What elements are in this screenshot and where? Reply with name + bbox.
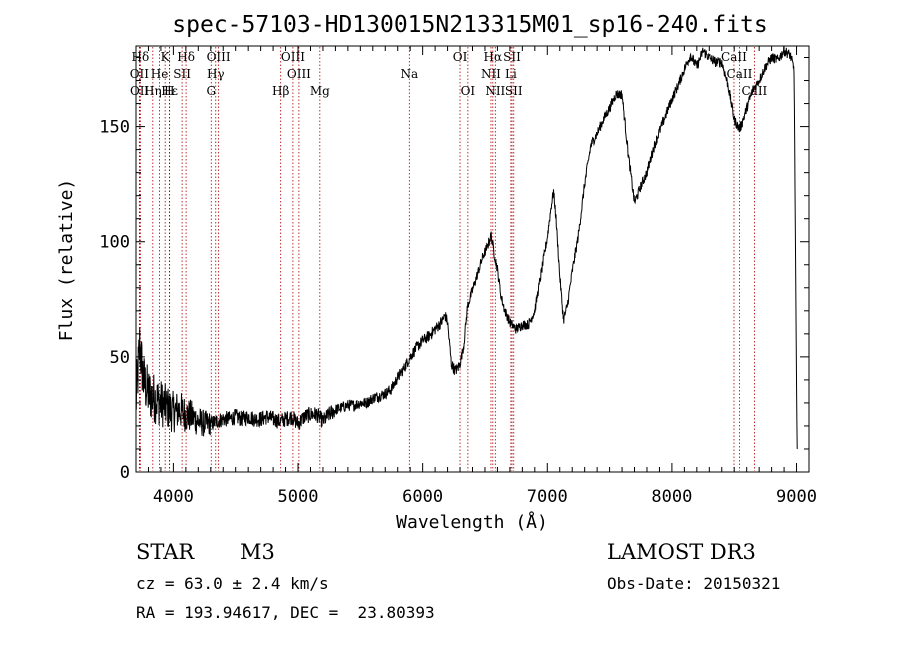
line-label: OIII xyxy=(281,50,305,64)
line-label: Hα xyxy=(484,50,503,64)
line-label: He xyxy=(151,67,169,81)
subclass: M3 xyxy=(240,540,275,564)
x-tick-label: 8000 xyxy=(651,487,692,507)
x-tick-label: 7000 xyxy=(527,487,568,507)
coordinates: RA = 193.94617, DEC = 23.80393 xyxy=(136,603,435,622)
x-tick-label: 4000 xyxy=(153,487,194,507)
line-label: OII xyxy=(130,67,150,81)
y-tick-label: 50 xyxy=(110,348,130,368)
x-axis-ticks: 4000 5000 6000 7000 8000 9000 xyxy=(135,46,817,507)
spectrum-line xyxy=(135,45,798,450)
y-tick-label: 150 xyxy=(99,118,130,138)
y-axis-ticks: 0 50 100 150 xyxy=(99,57,809,483)
line-label: OI xyxy=(461,84,476,98)
y-tick-label: 0 xyxy=(120,463,130,483)
line-label: Na xyxy=(400,67,418,81)
line-label: Hδ xyxy=(177,50,195,64)
line-label: Li xyxy=(505,67,517,81)
line-label: CaII xyxy=(721,50,747,64)
y-axis-label: Flux (relative) xyxy=(56,179,77,342)
line-label: Hβ xyxy=(272,84,289,98)
line-label: NII xyxy=(485,84,505,98)
x-tick-label: 5000 xyxy=(278,487,319,507)
plot-frame xyxy=(135,45,810,473)
line-label: Hδ xyxy=(132,50,150,64)
line-label: Hγ xyxy=(207,67,225,81)
y-tick-label: 100 xyxy=(99,233,130,253)
x-tick-label: 6000 xyxy=(402,487,443,507)
line-label: K xyxy=(161,50,171,64)
line-label: OI xyxy=(453,50,468,64)
line-markers xyxy=(138,47,755,471)
object-class: STAR xyxy=(136,540,195,564)
line-label: CaII xyxy=(741,84,767,98)
line-label: Hη xyxy=(144,84,162,98)
obs-date: Obs-Date: 20150321 xyxy=(607,574,781,593)
line-label: SII xyxy=(505,84,523,98)
line-label: OIII xyxy=(207,50,231,64)
line-label: Hε xyxy=(161,84,178,98)
redshift-text: cz = 63.0 ± 2.4 km/s xyxy=(136,574,329,593)
survey-name: LAMOST DR3 xyxy=(607,540,756,564)
x-tick-label: 9000 xyxy=(776,487,817,507)
line-label: CaII xyxy=(727,67,753,81)
line-label: SII xyxy=(173,67,191,81)
line-label: H xyxy=(164,84,174,98)
line-label: G xyxy=(206,84,216,98)
line-label: SII xyxy=(503,50,521,64)
line-label: OIII xyxy=(287,67,311,81)
line-label: Mg xyxy=(310,84,330,98)
line-label: OII xyxy=(130,84,150,98)
line-label: NII xyxy=(481,67,501,81)
chart-title: spec-57103-HD130015N213315M01_sp16-240.f… xyxy=(172,12,767,38)
x-axis-label: Wavelength (Å) xyxy=(396,511,548,533)
